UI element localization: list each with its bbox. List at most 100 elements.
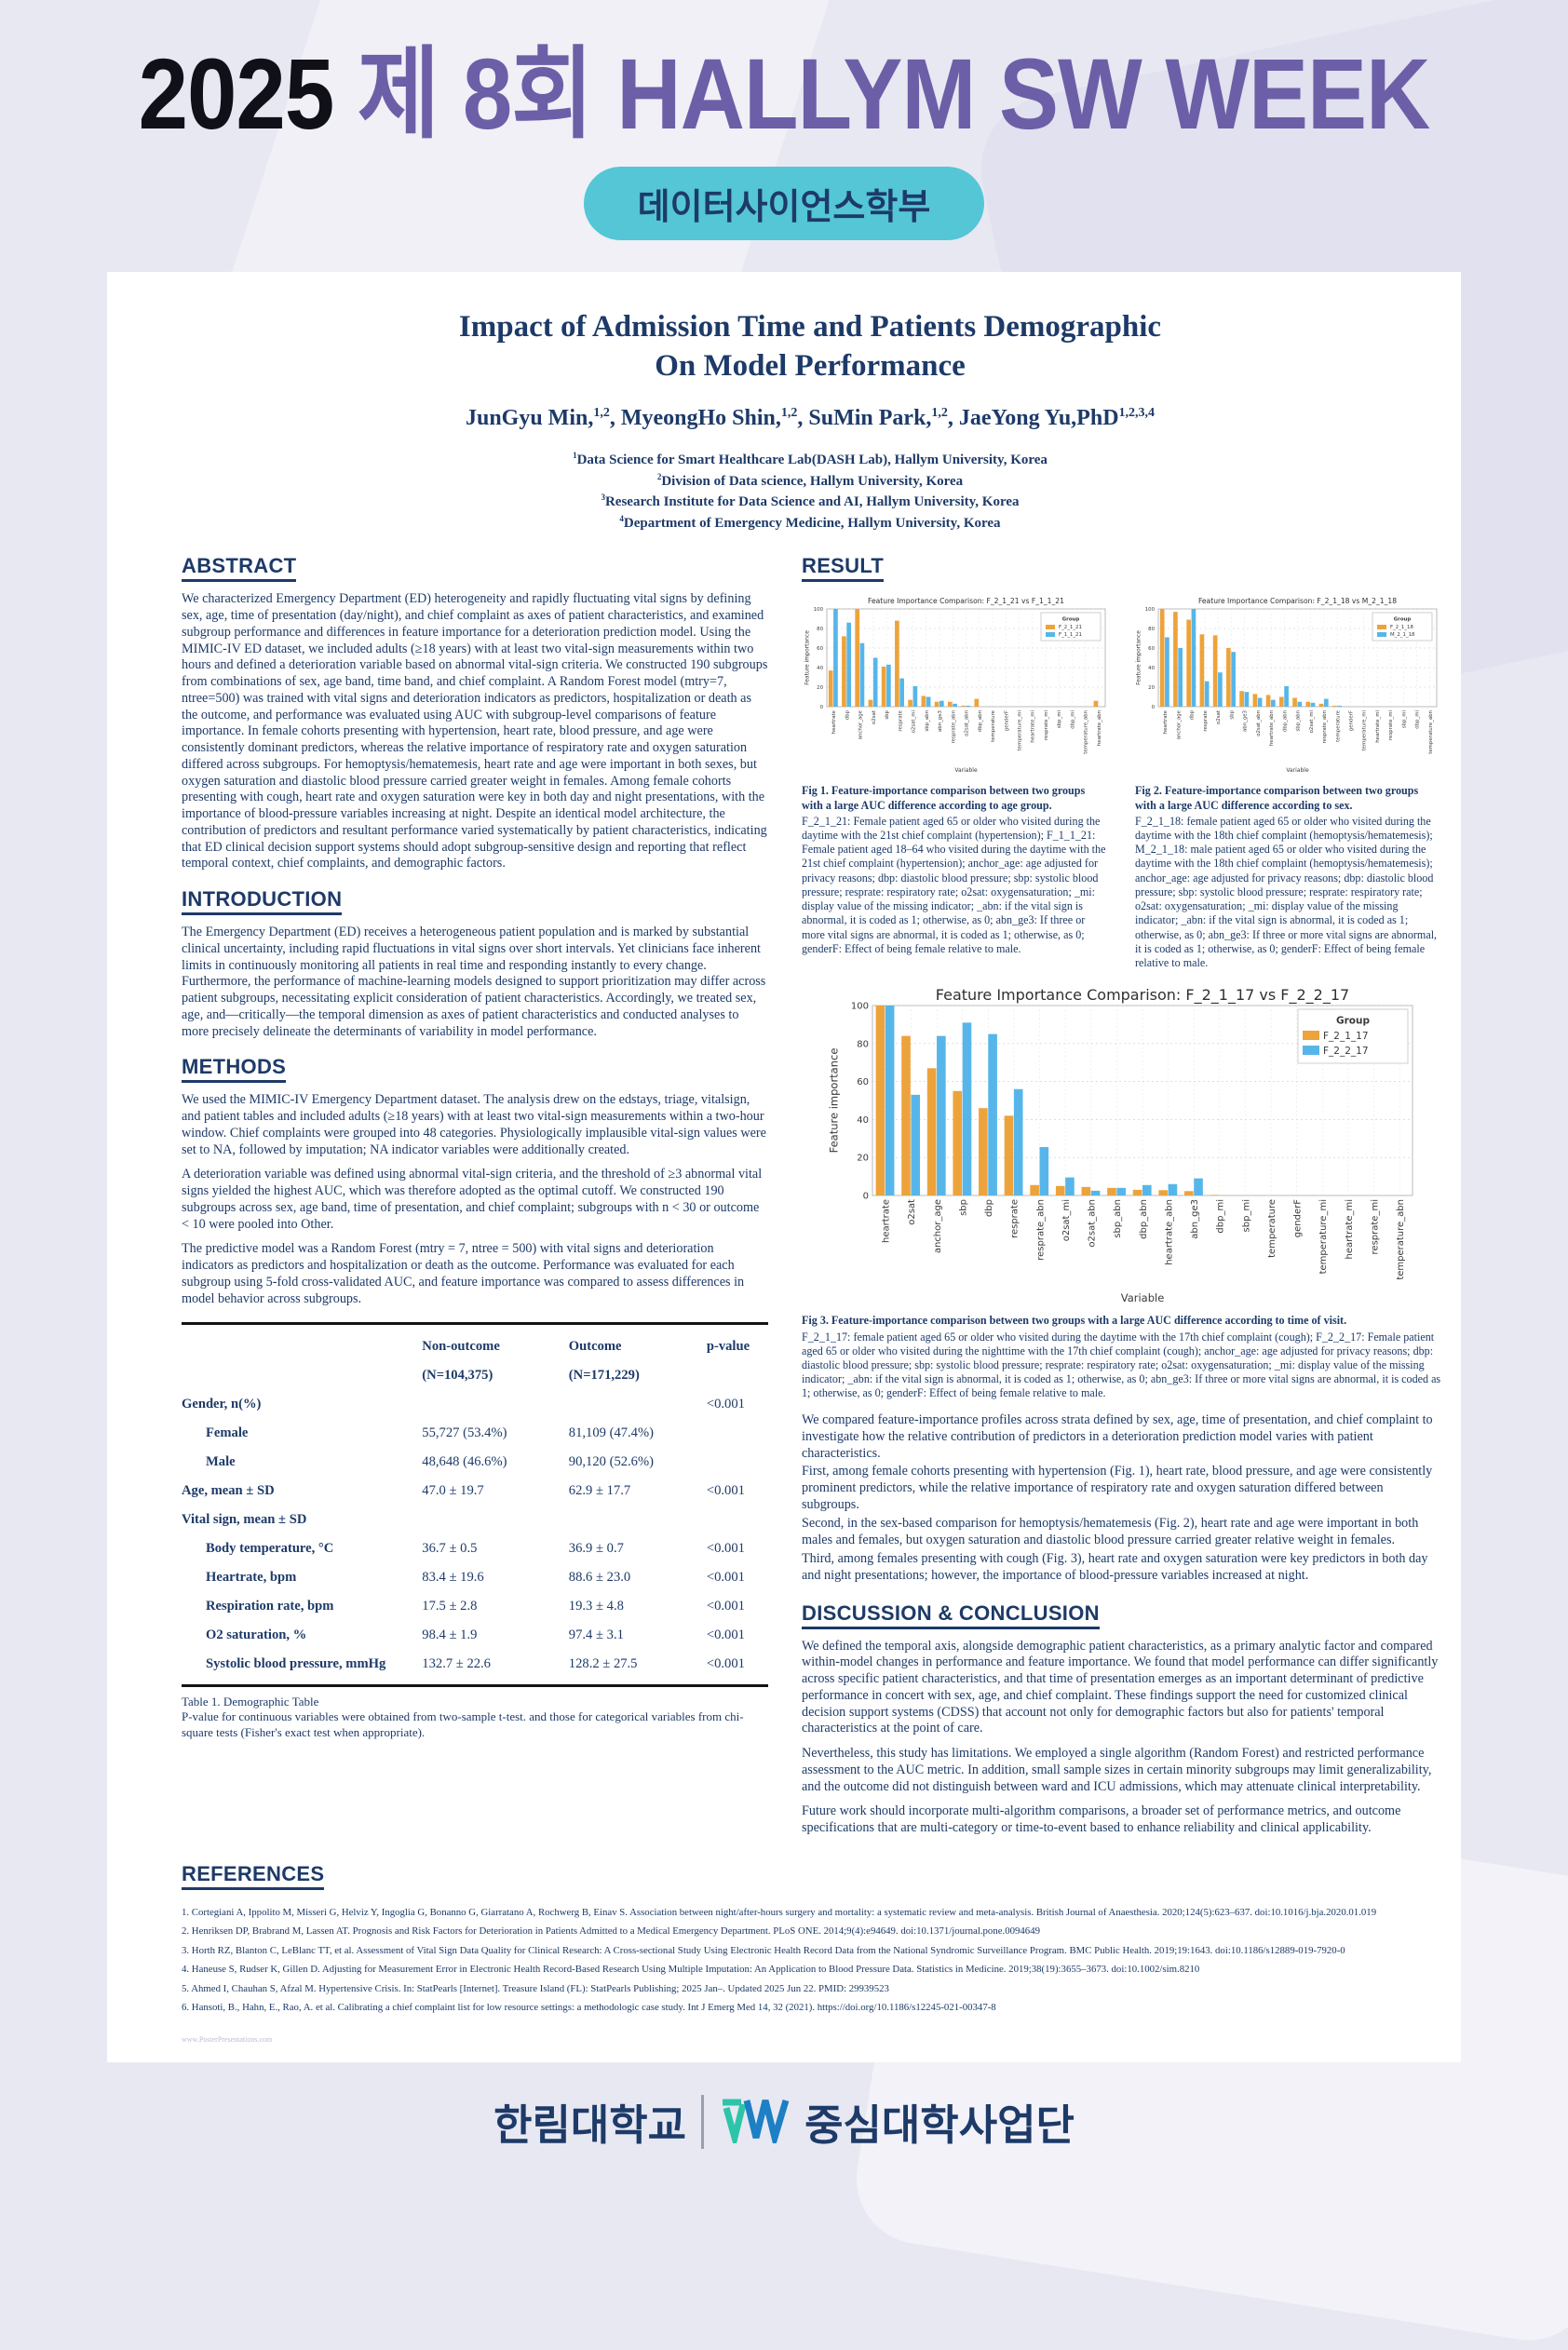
- introduction-section: INTRODUCTION The Emergency Department (E…: [182, 887, 768, 1040]
- fig3-chart-wrap: 0 20 40 60 80 100 heartrate o2sat anchor_age sbp d…: [802, 978, 1442, 1311]
- svg-text:temperature_mi: temperature_mi: [1318, 1199, 1329, 1274]
- svg-text:100: 100: [1145, 607, 1156, 613]
- table-cell: Gender, n(%): [182, 1397, 262, 1412]
- table-cell: (N=171,229): [568, 1368, 640, 1384]
- svg-text:Feature Importance Comparison:: Feature Importance Comparison: F_2_1_17 …: [936, 986, 1349, 1005]
- table-cell: (N=104,375): [422, 1368, 493, 1384]
- discussion-text: We defined the temporal axis, alongside …: [802, 1639, 1442, 1837]
- svg-text:heartrate_abn: heartrate_abn: [1164, 1199, 1174, 1265]
- svg-text:dbp_abn: dbp_abn: [1282, 710, 1288, 732]
- svg-text:Feature Importance Comparison:: Feature Importance Comparison: F_2_1_18 …: [1198, 597, 1397, 605]
- svg-text:sbp: sbp: [885, 710, 890, 720]
- abstract-section: ABSTRACT We characterized Emergency Depa…: [182, 554, 768, 872]
- poster-title-line1: Impact of Admission Time and Patients De…: [458, 309, 1162, 344]
- table-cell: [422, 1390, 569, 1419]
- svg-text:resprate: resprate: [1203, 710, 1209, 732]
- svg-text:o2sat: o2sat: [872, 710, 877, 724]
- event-title: 2025 제 8회 HALLYM SW WEEK: [139, 42, 1431, 148]
- svg-text:60: 60: [857, 1077, 869, 1087]
- table-cell: Age, mean ± SD: [182, 1482, 275, 1498]
- svg-text:resprate_mi: resprate_mi: [1388, 710, 1394, 740]
- svg-text:o2sat: o2sat: [907, 1199, 917, 1225]
- svg-text:genderF: genderF: [1004, 710, 1009, 731]
- table-cell: <0.001: [706, 1655, 745, 1671]
- svg-text:F_1_1_21: F_1_1_21: [1059, 632, 1082, 638]
- svg-text:temperature: temperature: [991, 710, 996, 743]
- svg-text:M_2_1_18: M_2_1_18: [1390, 632, 1415, 638]
- svg-text:temperature_abn: temperature_abn: [1396, 1199, 1406, 1280]
- svg-text:sbp_mi: sbp_mi: [1241, 1199, 1251, 1232]
- svg-text:temperature_abn: temperature_abn: [1084, 710, 1089, 754]
- svg-text:60: 60: [1148, 646, 1155, 652]
- table-cell: [569, 1390, 707, 1419]
- svg-text:o2sat_mi: o2sat_mi: [1309, 710, 1315, 733]
- svg-text:60: 60: [817, 646, 823, 652]
- table-cell: 128.2 ± 27.5: [568, 1655, 638, 1671]
- svg-text:o2sat_mi: o2sat_mi: [1061, 1199, 1072, 1241]
- reference-item: 3. Horth RZ, Blanton C, LeBlanc TT, et a…: [182, 1944, 1345, 1956]
- table-cell: [182, 1361, 422, 1390]
- svg-text:40: 40: [817, 666, 823, 671]
- table-caption-body: P-value for continuous variables were ob…: [182, 1709, 744, 1740]
- figure-captions: Fig 1. Feature-importance comparison bet…: [802, 784, 1442, 970]
- fig3-caption: Fig 3. Feature-importance comparison bet…: [802, 1314, 1442, 1400]
- references-section: REFERENCES 1. Cortegiani A, Ippolito M, …: [182, 1862, 1439, 2018]
- svg-text:dbp: dbp: [984, 1199, 994, 1217]
- svg-text:sbp: sbp: [958, 1199, 968, 1216]
- svg-text:heartrate: heartrate: [1163, 710, 1169, 735]
- introduction-heading: INTRODUCTION: [182, 887, 343, 916]
- poster-columns: ABSTRACT We characterized Emergency Depa…: [182, 554, 1442, 1845]
- svg-text:o2sat_abn: o2sat_abn: [965, 710, 970, 736]
- svg-text:resprate_abn: resprate_abn: [1322, 710, 1328, 743]
- svg-text:Variable: Variable: [1286, 767, 1309, 774]
- svg-text:abn_ge3: abn_ge3: [1190, 1199, 1200, 1239]
- references-heading: REFERENCES: [182, 1862, 325, 1890]
- poster-title-line2: On Model Performance: [655, 349, 966, 384]
- table-cell: [707, 1361, 768, 1390]
- svg-text:temperature: temperature: [1267, 1199, 1277, 1258]
- poster-card: Impact of Admission Time and Patients De…: [107, 271, 1461, 2062]
- svg-text:sbp_abn: sbp_abn: [925, 710, 930, 732]
- svg-text:dbp_abn: dbp_abn: [978, 710, 983, 732]
- svg-text:heartrate_mi: heartrate_mi: [1031, 710, 1036, 743]
- authors-line: JunGyu Min,1,2, MyeongHo Shin,1,2, SuMin…: [465, 406, 1156, 431]
- fig1-caption: Fig 1. Feature-importance comparison bet…: [802, 784, 1109, 970]
- demographic-table: Non-outcome Outcome p-value (N=104,375) (N=1…: [182, 1322, 768, 1687]
- sw-logo-icon: [719, 2095, 790, 2152]
- svg-text:resprate_abn: resprate_abn: [1035, 1199, 1046, 1261]
- footer-divider: [701, 2094, 705, 2149]
- svg-text:dbp: dbp: [1190, 710, 1196, 721]
- table-cell: 62.9 ± 17.7: [568, 1482, 631, 1498]
- svg-text:80: 80: [857, 1040, 869, 1050]
- svg-text:0: 0: [820, 705, 824, 710]
- fig3-chart: 0 20 40 60 80 100 heartrate o2sat anchor_age sbp d…: [824, 978, 1420, 1311]
- result-text: We compared feature-importance profiles …: [802, 1412, 1442, 1585]
- reference-item: 1. Cortegiani A, Ippolito M, Misseri G, …: [182, 1906, 1377, 1918]
- reference-item: 5. Ahmed I, Chauhan S, Afzal M. Hyperten…: [182, 1982, 889, 1994]
- affiliation: 2Division of Data science, Hallym Univer…: [656, 471, 964, 489]
- table-cell: <0.001: [706, 1540, 745, 1556]
- svg-text:Variable: Variable: [954, 767, 978, 774]
- svg-text:sbp_mi: sbp_mi: [1401, 710, 1407, 728]
- table-cell: 83.4 ± 19.6: [422, 1569, 484, 1585]
- discussion-heading: DISCUSSION & CONCLUSION: [802, 1601, 1100, 1629]
- table-cell: Outcome: [568, 1339, 622, 1355]
- svg-text:dbp: dbp: [845, 710, 850, 721]
- svg-text:0: 0: [1152, 705, 1156, 710]
- footer-logos: 한림대학교 중심대학사업단: [0, 2077, 1568, 2167]
- table-cell: Male: [206, 1454, 236, 1470]
- svg-text:Group: Group: [1394, 617, 1412, 623]
- table-cell: 36.7 ± 0.5: [422, 1540, 478, 1556]
- svg-text:sbp_abn: sbp_abn: [1113, 1199, 1123, 1238]
- fig2-caption-lead: Fig 2. Feature-importance comparison bet…: [1135, 784, 1419, 812]
- table-cell: 97.4 ± 3.1: [568, 1627, 624, 1642]
- svg-text:dbp_mi: dbp_mi: [1070, 710, 1075, 729]
- svg-text:temperature: temperature: [1335, 710, 1341, 743]
- watermark: www.PosterPresentations.com: [182, 2034, 273, 2044]
- table-cell: [707, 1506, 768, 1534]
- figure-row: 0 20 40 60 80 100 heartrate dbp anchor_age o2sat s…: [802, 593, 1442, 781]
- fig2-caption: Fig 2. Feature-importance comparison bet…: [1135, 784, 1442, 970]
- table-cell: <0.001: [706, 1627, 745, 1642]
- paragraph: Second, in the sex-based comparison for …: [802, 1516, 1419, 1547]
- svg-text:F_2_1_21: F_2_1_21: [1059, 625, 1082, 630]
